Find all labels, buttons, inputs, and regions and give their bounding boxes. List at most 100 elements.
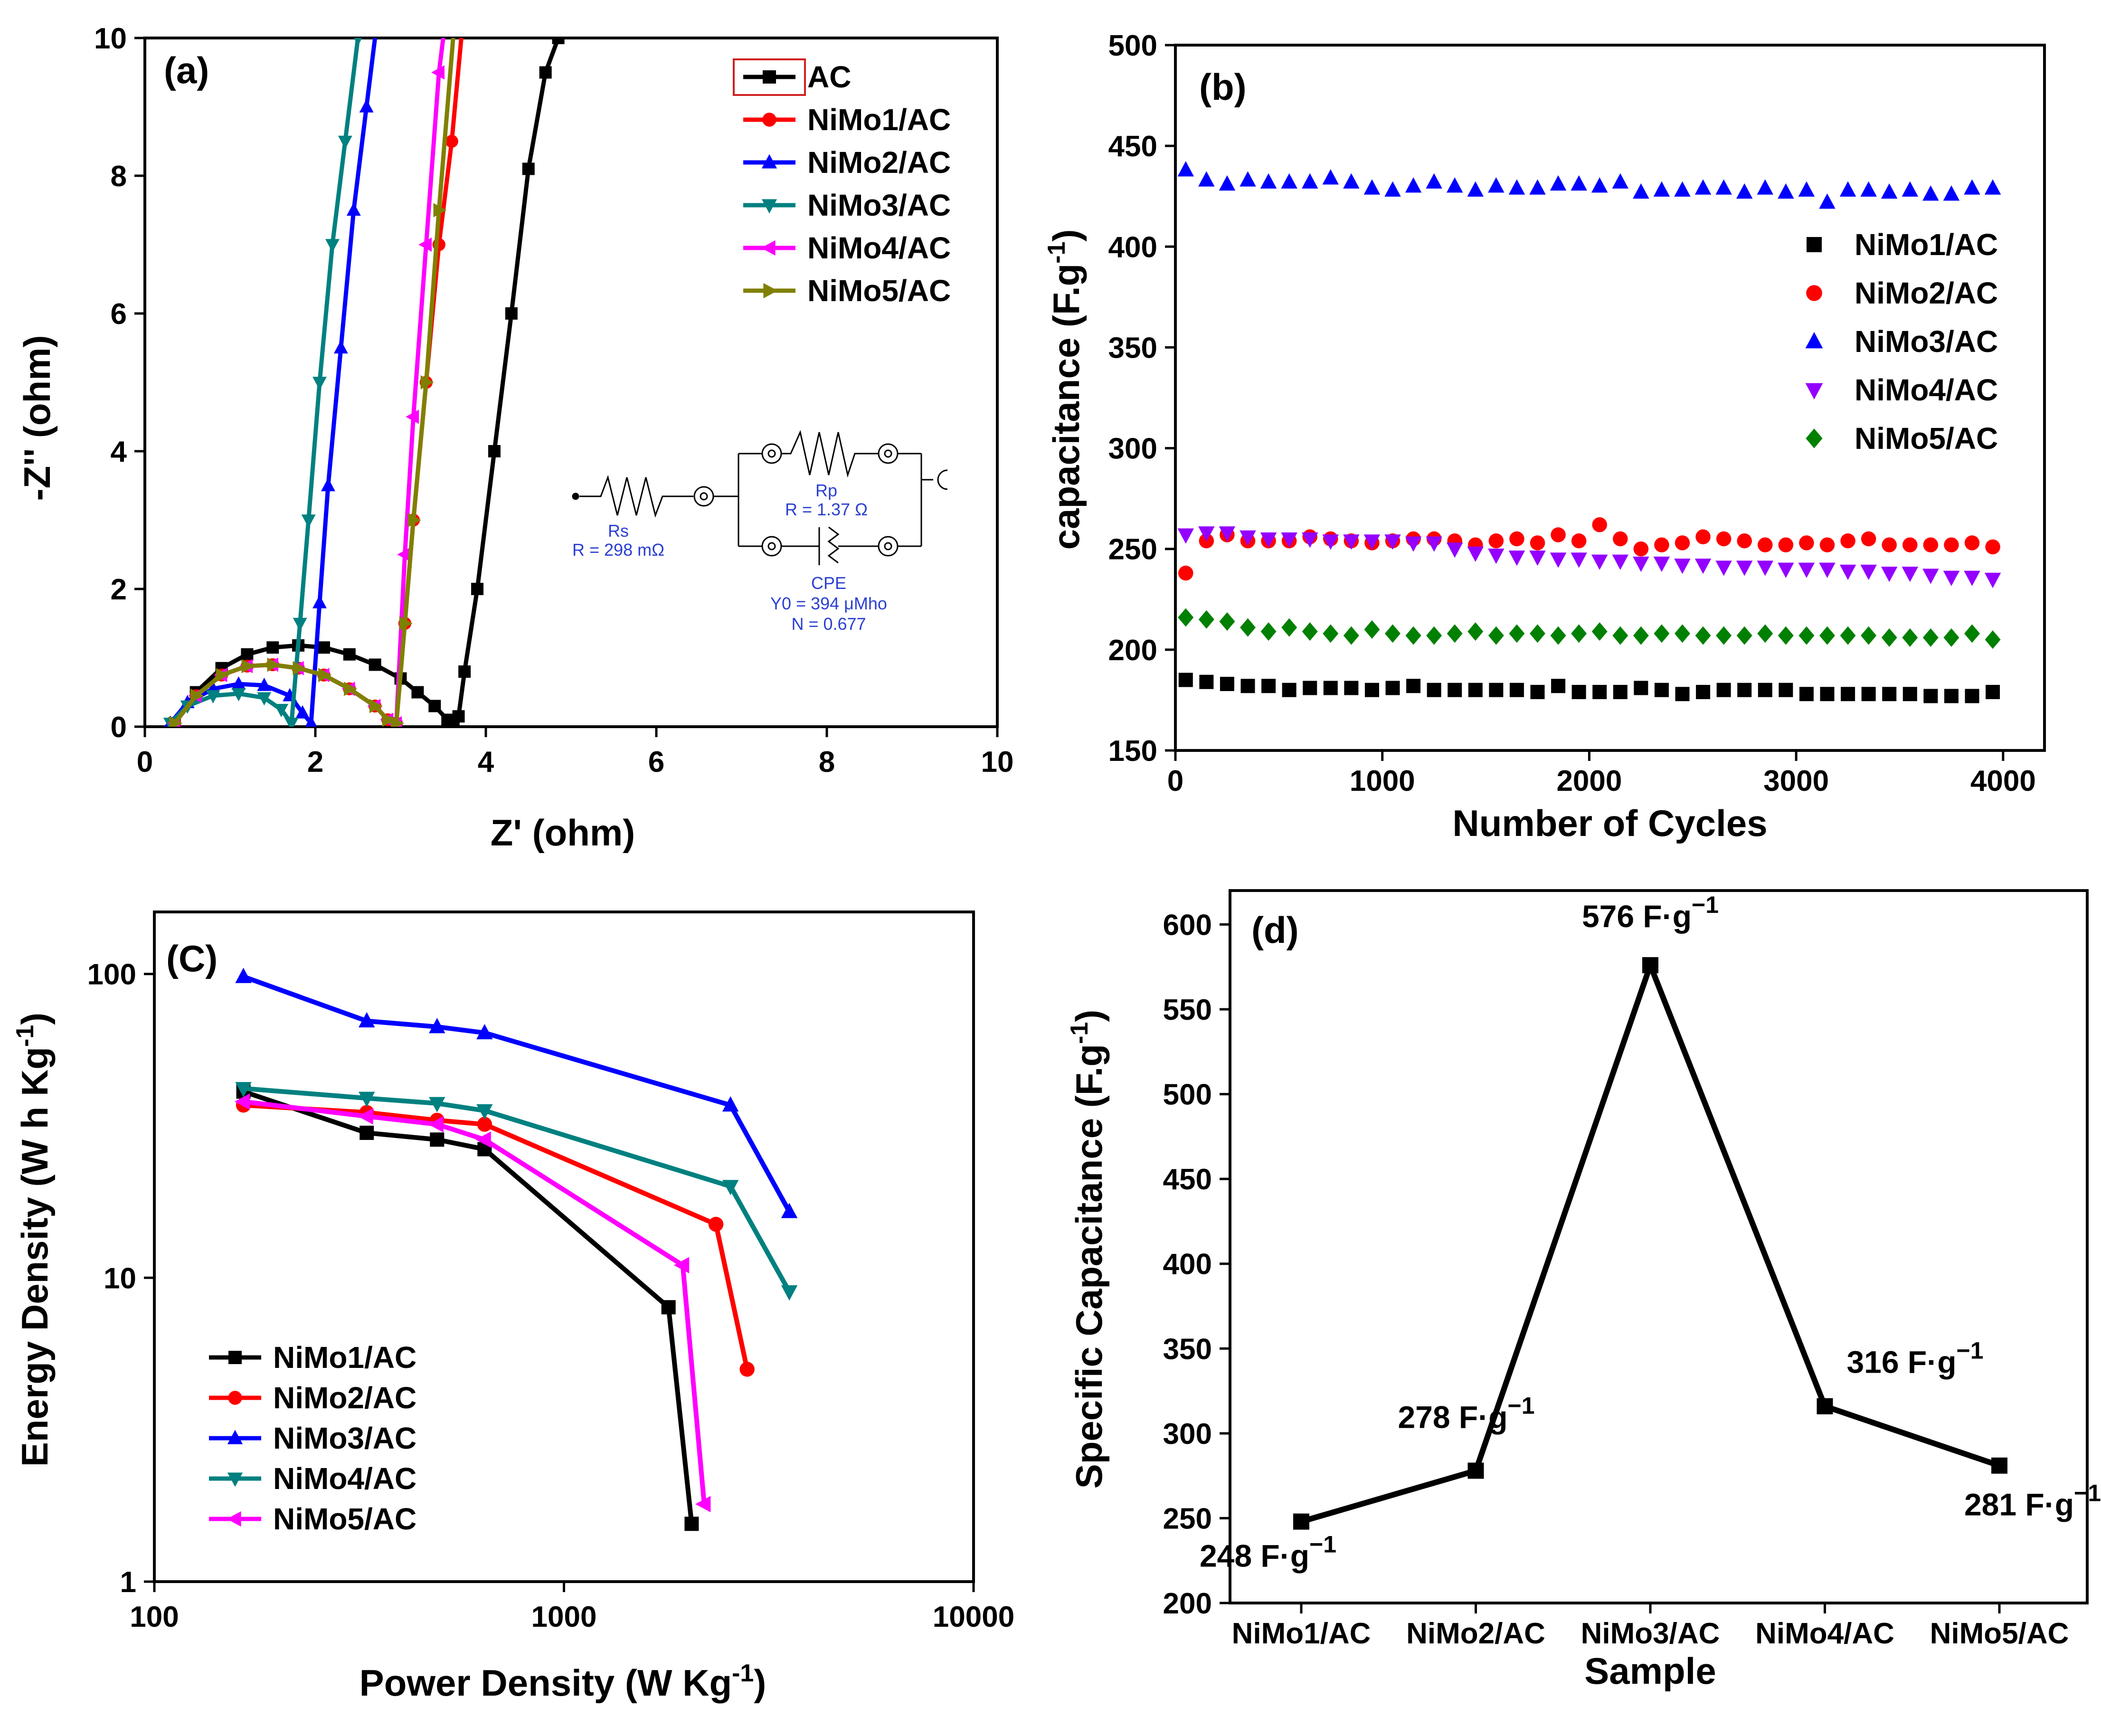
data-point <box>1923 537 1939 552</box>
data-point <box>1198 526 1215 542</box>
legend-marker <box>763 283 778 299</box>
data-point <box>1860 564 1877 580</box>
panel-a-y-tick-label: 2 <box>111 573 127 606</box>
data-point <box>1984 179 2001 195</box>
data-point <box>1757 560 1774 576</box>
data-point <box>312 595 327 608</box>
series-line <box>242 1089 694 1524</box>
panel-b-x-tick-label: 2000 <box>1556 765 1622 797</box>
data-point <box>1177 161 1194 177</box>
data-point <box>1653 181 1670 197</box>
data-point <box>458 0 471 10</box>
data-point <box>420 375 434 389</box>
data-point <box>1839 181 1856 197</box>
data-point <box>1654 537 1669 552</box>
data-point <box>1364 620 1380 639</box>
data-point <box>1943 570 1960 586</box>
panel-b-ticks: 0 1000 2000 3000 4000 150 200 250 300 350 400 450 50… <box>1108 29 2046 797</box>
data-point <box>1509 624 1525 643</box>
data-point <box>358 1012 375 1028</box>
data-point <box>1943 185 1960 201</box>
panel-a-label: (a) <box>164 49 209 91</box>
data-point <box>1509 531 1524 547</box>
data-point <box>1530 624 1545 643</box>
data-point <box>321 478 335 492</box>
data-point <box>1405 626 1421 645</box>
data-point <box>1902 628 1918 647</box>
data-point <box>1363 534 1381 550</box>
data-point <box>1550 626 1566 645</box>
legend-label: NiMo5/AC <box>273 1502 416 1536</box>
data-point <box>1861 687 1876 702</box>
data-point <box>1736 560 1753 576</box>
data-point <box>428 700 441 712</box>
panel-d-y-tick-label: 300 <box>1163 1418 1212 1451</box>
data-point <box>1219 175 1236 191</box>
series-line <box>243 1102 750 1370</box>
legend-label: NiMo4/AC <box>273 1461 416 1496</box>
data-point <box>1922 628 1939 647</box>
data-point <box>369 699 383 713</box>
data-point <box>190 688 204 703</box>
data-point <box>1488 548 1505 564</box>
legend-marker <box>761 199 777 214</box>
data-point <box>552 38 565 44</box>
legend-label: NiMo2/AC <box>1855 276 1998 310</box>
panel-d-y-tick-label: 550 <box>1163 994 1212 1026</box>
data-point <box>1986 684 2000 699</box>
data-point <box>471 583 484 595</box>
data-point <box>293 617 307 631</box>
data-point <box>1861 626 1877 645</box>
data-point <box>1343 534 1360 550</box>
data-point <box>429 1018 445 1034</box>
data-point <box>1467 622 1484 641</box>
legend-label: NiMo2/AC <box>273 1381 416 1415</box>
data-point <box>1985 630 2001 649</box>
data-point <box>267 657 281 672</box>
data-point <box>358 1091 375 1107</box>
data-point <box>1798 626 1815 645</box>
panel-a-y-axis-label: -Z'' (ohm) <box>16 335 58 501</box>
data-point <box>399 616 413 631</box>
data-point <box>1529 550 1546 566</box>
data-point <box>1199 674 1214 689</box>
panel-c-y-tick-label: 1 <box>120 1566 136 1599</box>
data-point <box>430 1132 445 1147</box>
panel-b-axes-frame <box>1174 44 2046 752</box>
data-point <box>450 0 464 10</box>
data-point <box>1591 622 1608 641</box>
data-point <box>1654 683 1669 697</box>
panel-c-y-axis-label: Energy Density (W h Kg-1) <box>11 1013 56 1467</box>
data-point <box>1220 676 1234 691</box>
data-point <box>1446 542 1463 558</box>
data-point <box>1881 183 1898 199</box>
panel-b-x-tick-label: 1000 <box>1350 765 1415 797</box>
data-point <box>1736 183 1753 199</box>
data-point <box>1964 179 1980 195</box>
data-point <box>1736 626 1752 645</box>
data-point <box>1293 1513 1309 1530</box>
data-point <box>338 135 352 149</box>
legend-label: NiMo3/AC <box>273 1421 416 1455</box>
data-point <box>1322 169 1339 185</box>
panel-a-x-tick-label: 4 <box>478 746 494 778</box>
data-point <box>1922 569 1939 584</box>
data-point <box>1779 683 1793 697</box>
data-point <box>301 514 316 528</box>
data-point <box>458 665 471 678</box>
data-point <box>673 1257 690 1274</box>
legend-marker <box>763 70 776 84</box>
panel-d-y-tick-label: 350 <box>1163 1333 1212 1366</box>
data-point <box>1902 181 1919 197</box>
panel-b-plot-area <box>1177 161 2001 703</box>
panel-c-label: (C) <box>166 938 218 979</box>
panel-a-legend: AC NiMo1/AC NiMo2/AC NiMo3/AC NiMo4/AC NiMo5/… <box>733 58 951 308</box>
panel-a-x-tick-label: 8 <box>819 746 835 778</box>
data-point <box>369 658 381 671</box>
data-point <box>354 38 362 46</box>
data-point <box>781 1285 798 1301</box>
data-point <box>1799 535 1814 550</box>
panel-b-y-tick-label: 350 <box>1108 332 1157 364</box>
data-point <box>234 1093 250 1110</box>
data-point <box>1612 173 1629 189</box>
